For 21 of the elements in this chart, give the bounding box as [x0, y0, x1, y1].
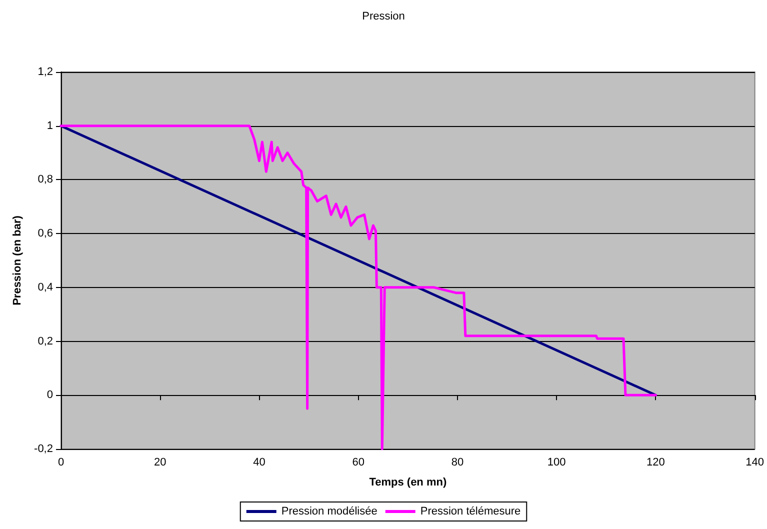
x-tick-label: 100: [547, 456, 566, 468]
x-tick-label: 120: [646, 456, 665, 468]
y-tick-label: 1,2: [38, 66, 53, 78]
legend-label: Pression télémesure: [420, 506, 521, 518]
y-tick-label: 1: [46, 120, 53, 132]
y-tick-label: 0,8: [38, 174, 53, 186]
y-tick-label: 0,2: [38, 335, 53, 348]
y-axis-title: Pression (en bar): [12, 215, 24, 306]
x-tick-label: 0: [58, 456, 64, 468]
y-tick-label: 0: [46, 389, 53, 402]
x-tick-label: 20: [154, 456, 166, 468]
y-tick-label: 0,4: [38, 281, 53, 294]
chart-title: Pression: [362, 10, 405, 22]
x-tick-label: 80: [451, 456, 464, 468]
x-tick-label: 60: [352, 456, 364, 468]
legend-label: Pression modélisée: [281, 506, 378, 518]
y-tick-label: 0,6: [38, 228, 53, 240]
x-tick-label: 40: [253, 456, 266, 468]
x-axis-title: Temps (en mn): [369, 476, 447, 488]
x-tick-label: 140: [746, 456, 764, 468]
y-tick-label: -0,2: [34, 443, 53, 455]
